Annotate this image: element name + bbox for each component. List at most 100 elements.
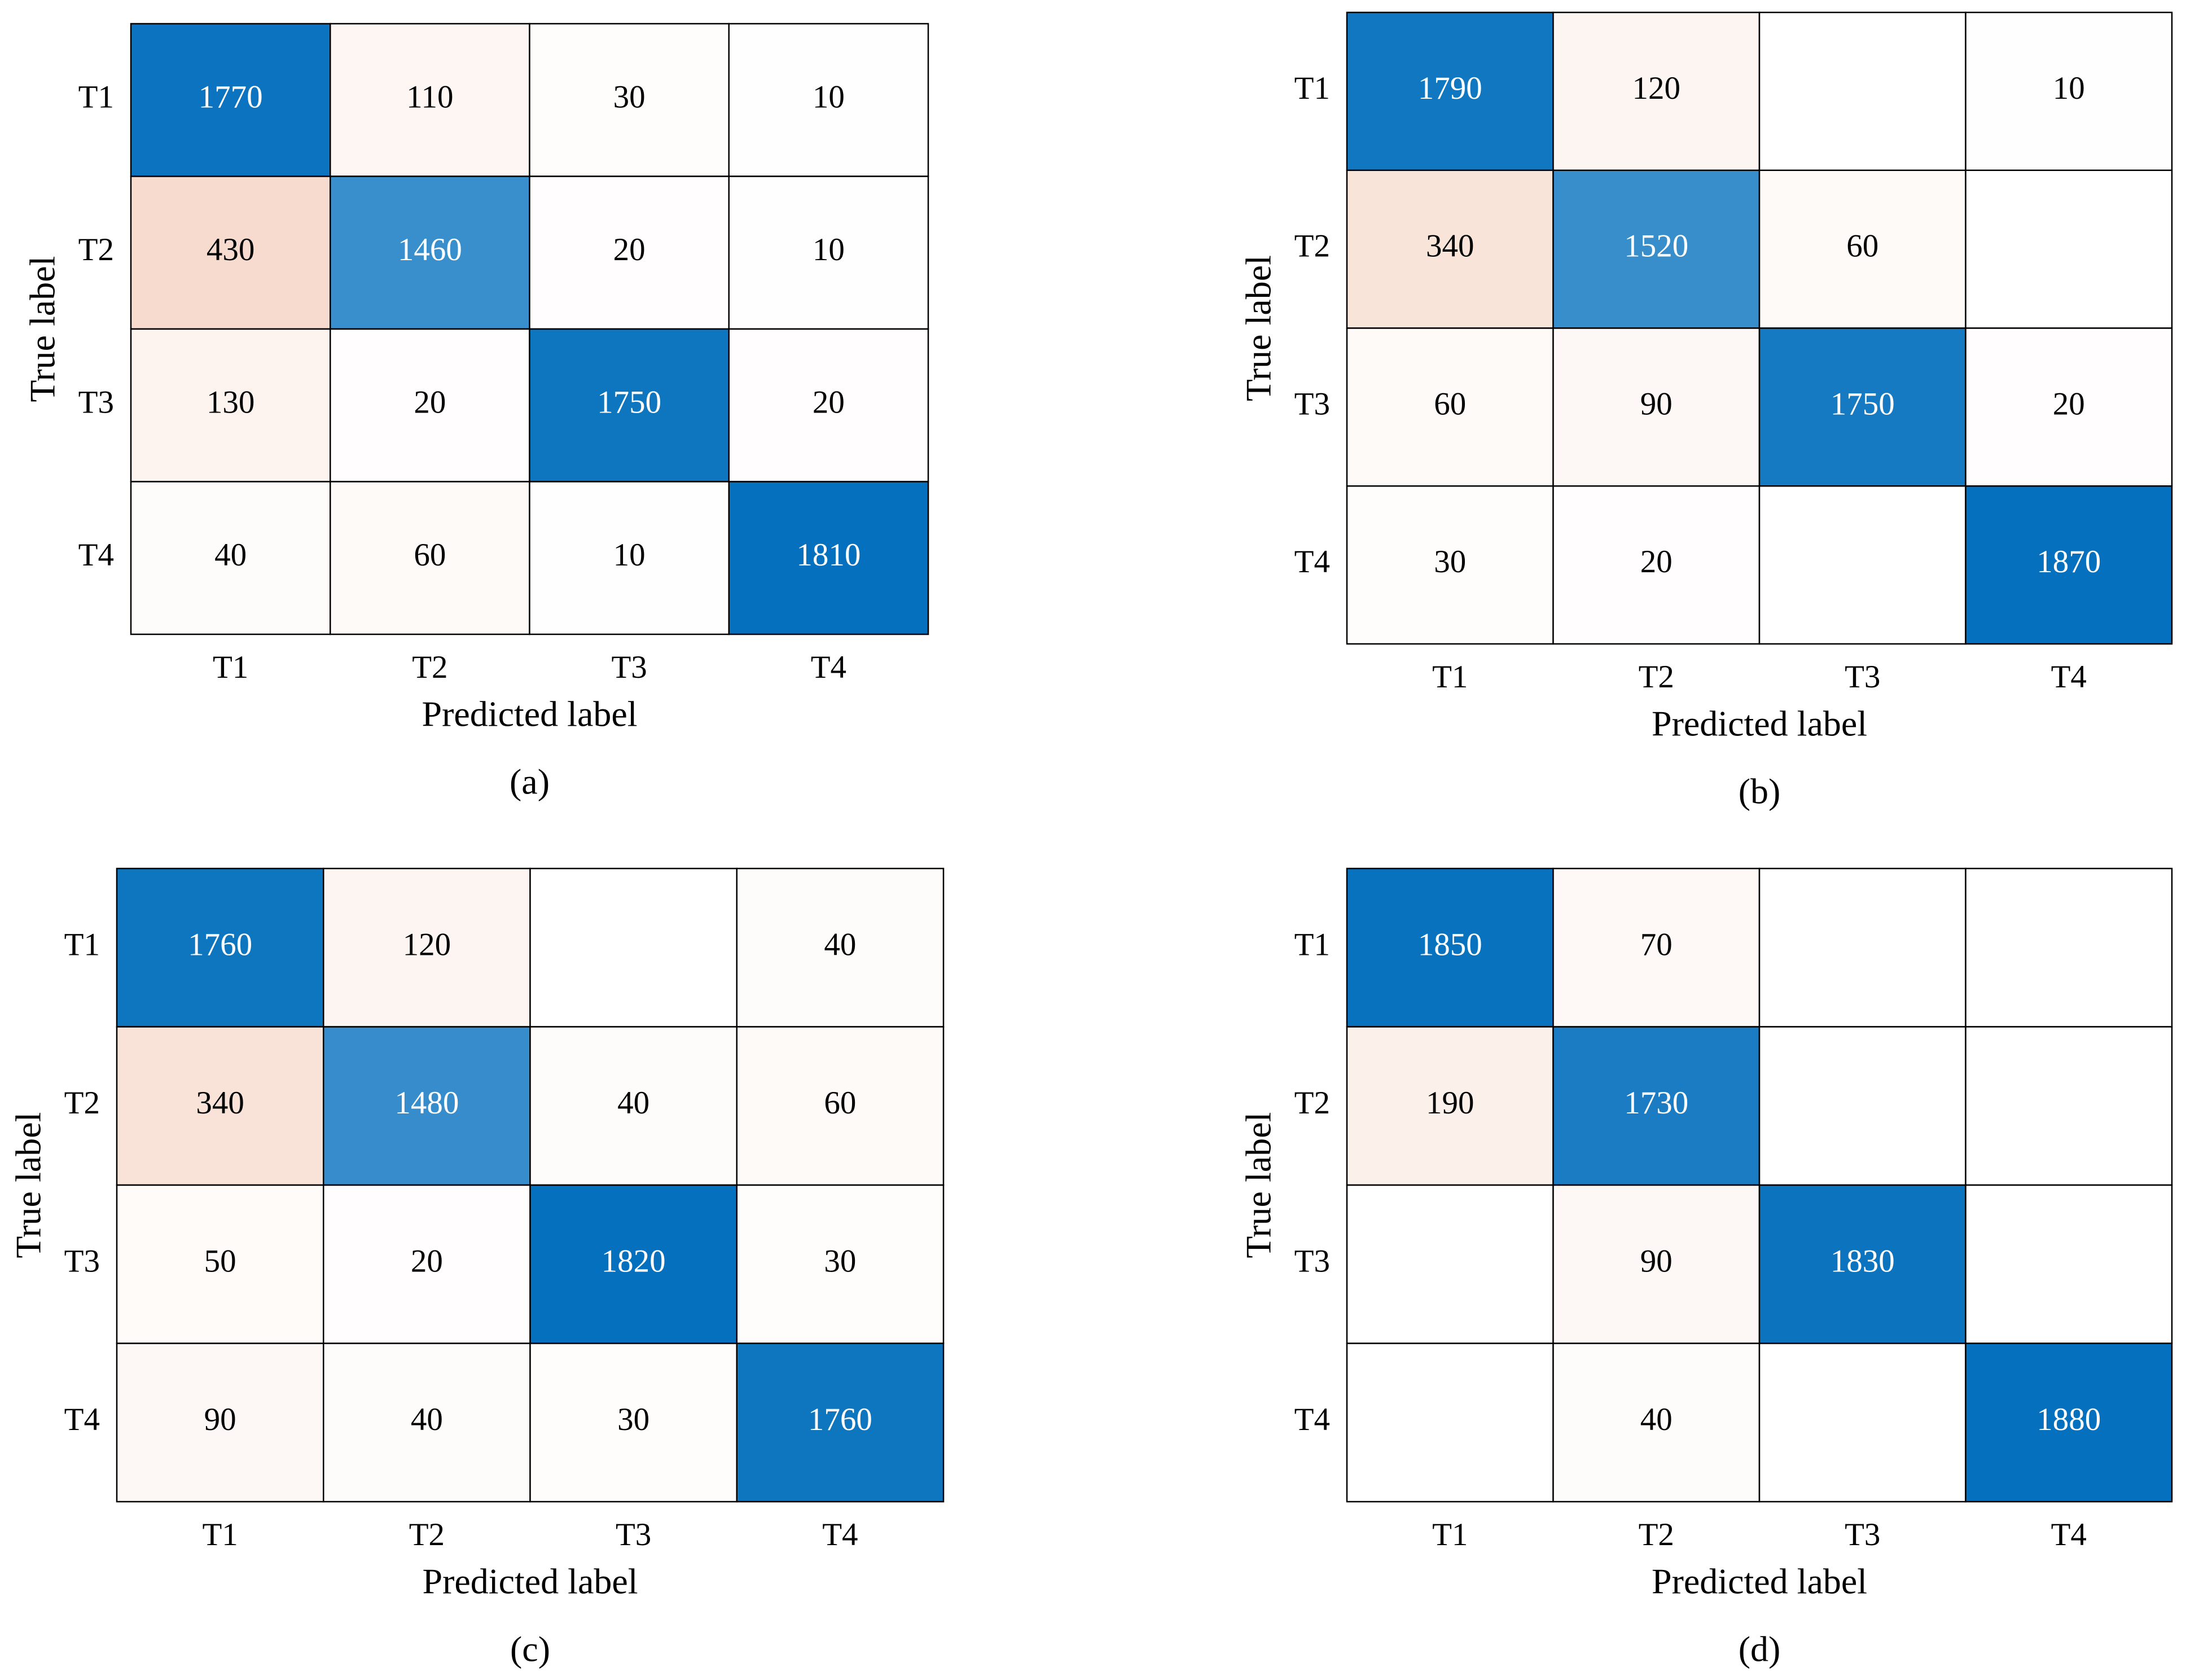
cell [330,176,530,330]
cell-label: 20 [813,384,845,420]
cell [1346,327,1554,487]
cell [529,1026,738,1186]
cell [323,867,531,1028]
x-tick-label: T4 [2051,1517,2087,1552]
cell-label: 60 [824,1085,856,1121]
cell [736,1184,945,1344]
x-tick-label: T3 [1845,659,1880,695]
cell-label: 60 [1434,386,1466,422]
cell [1965,1343,2173,1503]
y-tick-label: T4 [78,537,114,573]
cell-label: 50 [204,1243,236,1279]
cell [529,481,730,635]
x-tick-label: T3 [1845,1517,1880,1552]
y-axis-label: True label [8,1112,49,1258]
x-tick-label: T3 [616,1517,651,1552]
cell [330,23,530,177]
cell-label: 90 [1640,1243,1673,1279]
cell-label: 190 [1426,1085,1474,1121]
y-tick-label: T1 [78,79,114,115]
cell-label: 1870 [2036,544,2101,580]
cell [1758,1026,1966,1186]
cell [323,1343,531,1503]
cell-label: 340 [1426,229,1474,264]
cell-label: 1880 [2036,1402,2101,1437]
cell-label: 120 [1632,71,1681,106]
y-tick-label: T3 [78,384,114,420]
cell [1965,485,2173,645]
cell [1346,867,1554,1028]
cell-label: 70 [1640,927,1673,962]
cell [529,23,730,177]
cell [116,1184,324,1344]
x-tick-label: T2 [412,650,447,685]
x-tick-label: T1 [1432,1517,1468,1552]
cell-label: 120 [403,927,451,962]
x-tick-label: T4 [2051,659,2087,695]
cell-label: 90 [204,1402,236,1437]
x-axis-label: Predicted label [1652,1561,1867,1602]
cell [529,1184,738,1344]
cell-label: 10 [613,537,646,573]
caption: (a) [510,762,550,802]
cell [130,481,331,635]
x-tick-label: T2 [409,1517,445,1552]
y-tick-label: T4 [1294,1402,1330,1437]
cell-label: 20 [2053,386,2085,422]
cell [1346,169,1554,329]
cell-label: 1730 [1624,1085,1688,1121]
x-tick-label: T4 [811,650,846,685]
x-axis-label: Predicted label [1652,704,1867,744]
cell [1965,327,2173,487]
cell [1552,1184,1761,1344]
cell-label: 1810 [796,537,861,573]
cell [1758,1184,1966,1344]
y-tick-label: T1 [64,927,100,962]
cell [1965,1184,2173,1344]
cell-label: 40 [1640,1402,1673,1437]
x-axis-label: Predicted label [422,1561,638,1602]
y-tick-label: T3 [1294,1243,1330,1279]
cell-label: 40 [824,927,856,962]
cell [1758,11,1966,171]
cell-label: 30 [824,1243,856,1279]
cell [529,1343,738,1503]
cell [1552,11,1761,171]
cell [1346,1026,1554,1186]
cell-label: 430 [207,232,255,267]
cell-label: 1760 [808,1402,872,1437]
cell-label: 20 [414,384,446,420]
y-tick-label: T2 [1294,1085,1330,1121]
cell [1758,867,1966,1028]
x-tick-label: T3 [611,650,647,685]
cell [1758,485,1966,645]
cell-label: 1790 [1418,71,1482,106]
cell-label: 30 [613,79,646,115]
cell [1552,867,1761,1028]
y-tick-label: T2 [78,232,114,267]
cell-label: 10 [2053,71,2085,106]
y-tick-label: T1 [1294,927,1330,962]
y-tick-label: T3 [1294,386,1330,422]
cell-label: 1460 [398,232,462,267]
cell [728,481,929,635]
x-tick-label: T2 [1639,659,1674,695]
cell [1552,1343,1761,1503]
cell-label: 1750 [597,384,661,420]
y-axis-label: True label [23,256,63,402]
cell-label: 340 [196,1085,244,1121]
cell-label: 10 [813,232,845,267]
cell-label: 1480 [394,1085,459,1121]
cell-label: 20 [613,232,646,267]
cell [323,1184,531,1344]
y-tick-label: T4 [64,1402,100,1437]
cell-label: 1520 [1624,229,1688,264]
cell [1965,169,2173,329]
cell-label: 40 [411,1402,443,1437]
cell-label: 10 [813,79,845,115]
cell [1346,11,1554,171]
cell [1346,485,1554,645]
caption: (b) [1739,771,1781,812]
cell [728,328,929,482]
